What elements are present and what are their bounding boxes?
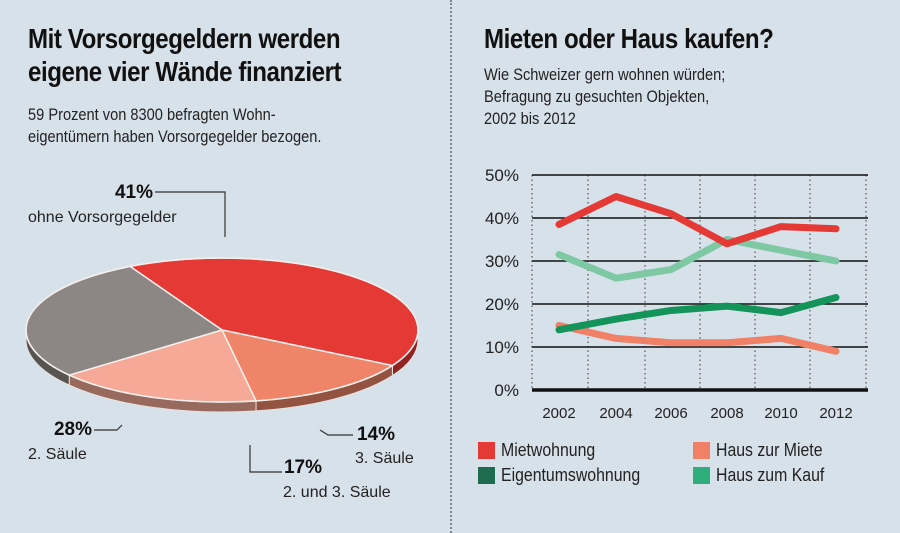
legend-item: Eigentumswohnung xyxy=(478,465,659,486)
pie-title-line2: eigene vier Wände finanziert xyxy=(28,56,342,87)
legend-item: Haus zur Miete xyxy=(693,440,837,461)
y-tick-label: 10% xyxy=(485,338,519,357)
x-tick-label: 2006 xyxy=(654,405,687,422)
pie-leader-line xyxy=(249,445,282,473)
panel-divider xyxy=(450,0,452,533)
pie-pct-label: 17% xyxy=(284,457,322,478)
line-title-text: Mieten oder Haus kaufen? xyxy=(484,23,774,54)
y-tick-label: 20% xyxy=(485,295,519,314)
legend-label: Haus zum Kauf xyxy=(716,465,825,485)
legend-swatch xyxy=(693,467,710,484)
pie-leader-line xyxy=(155,191,226,237)
series-line-haus-zum-kauf xyxy=(555,236,840,282)
x-tick-label: 2008 xyxy=(710,405,743,422)
pie-leader-line xyxy=(319,429,353,436)
legend-label: Haus zur Miete xyxy=(716,440,823,460)
pie-chart: 41% ohne Vorsorgegelder 14% 3. Säule 17% 2. u… xyxy=(25,182,419,501)
pie-subtitle-line2: eigentümern haben Vorsorgegelder bezogen… xyxy=(28,127,322,146)
line-subtitle-line1: Wie Schweizer gern wohnen würden; xyxy=(484,65,726,84)
line-title: Mieten oder Haus kaufen? xyxy=(484,22,821,55)
y-tick-label: 40% xyxy=(485,209,519,228)
pie-slice-label: 2. Säule xyxy=(28,446,87,463)
line-subtitle: Wie Schweizer gern wohnen würden; Befrag… xyxy=(484,64,765,130)
line-subtitle-line2: Befragung zu gesuchten Objekten, xyxy=(484,87,710,106)
pie-slice-label: ohne Vorsorgegelder xyxy=(28,209,177,226)
pie-leader-line xyxy=(94,424,123,431)
legend-swatch xyxy=(693,442,710,459)
pie-pct-label: 41% xyxy=(115,182,153,203)
legend-label: Mietwohnung xyxy=(501,440,596,460)
x-tick-label: 2010 xyxy=(764,405,797,422)
y-tick-label: 0% xyxy=(494,381,519,400)
x-tick-label: 2002 xyxy=(542,405,575,422)
pie-rim xyxy=(25,257,419,403)
series-line-eigentumswohnung xyxy=(555,294,840,334)
pie-panel: Mit Vorsorgegeldern werden eigene vier W… xyxy=(25,22,419,501)
pie-pct-label: 14% xyxy=(357,424,395,445)
pie-title-line1: Mit Vorsorgegeldern werden xyxy=(28,23,341,54)
line-subtitle-line3: 2002 bis 2012 xyxy=(484,109,576,128)
pie-title: Mit Vorsorgegeldern werden eigene vier W… xyxy=(28,22,392,88)
line-panel: Mieten oder Haus kaufen? Wie Schweizer g… xyxy=(452,0,900,533)
legend-label: Eigentumswohnung xyxy=(501,465,641,485)
legend-swatch xyxy=(478,442,495,459)
y-tick-label: 30% xyxy=(485,252,519,271)
pie-slice-label: 3. Säule xyxy=(355,450,414,467)
legend-swatch xyxy=(478,467,495,484)
pie-slice-label: 2. und 3. Säule xyxy=(283,484,391,501)
pie-subtitle: 59 Prozent von 8300 befragten Wohn- eige… xyxy=(28,104,369,148)
y-tick-label: 50% xyxy=(485,166,519,185)
x-tick-label: 2012 xyxy=(819,405,852,422)
series-line-haus-zur-miete xyxy=(555,322,840,355)
legend-item: Haus zum Kauf xyxy=(693,465,839,486)
series-line-mietwohnung xyxy=(555,193,840,248)
legend-item: Mietwohnung xyxy=(478,440,608,461)
x-tick-label: 2004 xyxy=(599,405,632,422)
pie-subtitle-line1: 59 Prozent von 8300 befragten Wohn- xyxy=(28,105,276,124)
pie-pct-label: 28% xyxy=(54,419,92,440)
